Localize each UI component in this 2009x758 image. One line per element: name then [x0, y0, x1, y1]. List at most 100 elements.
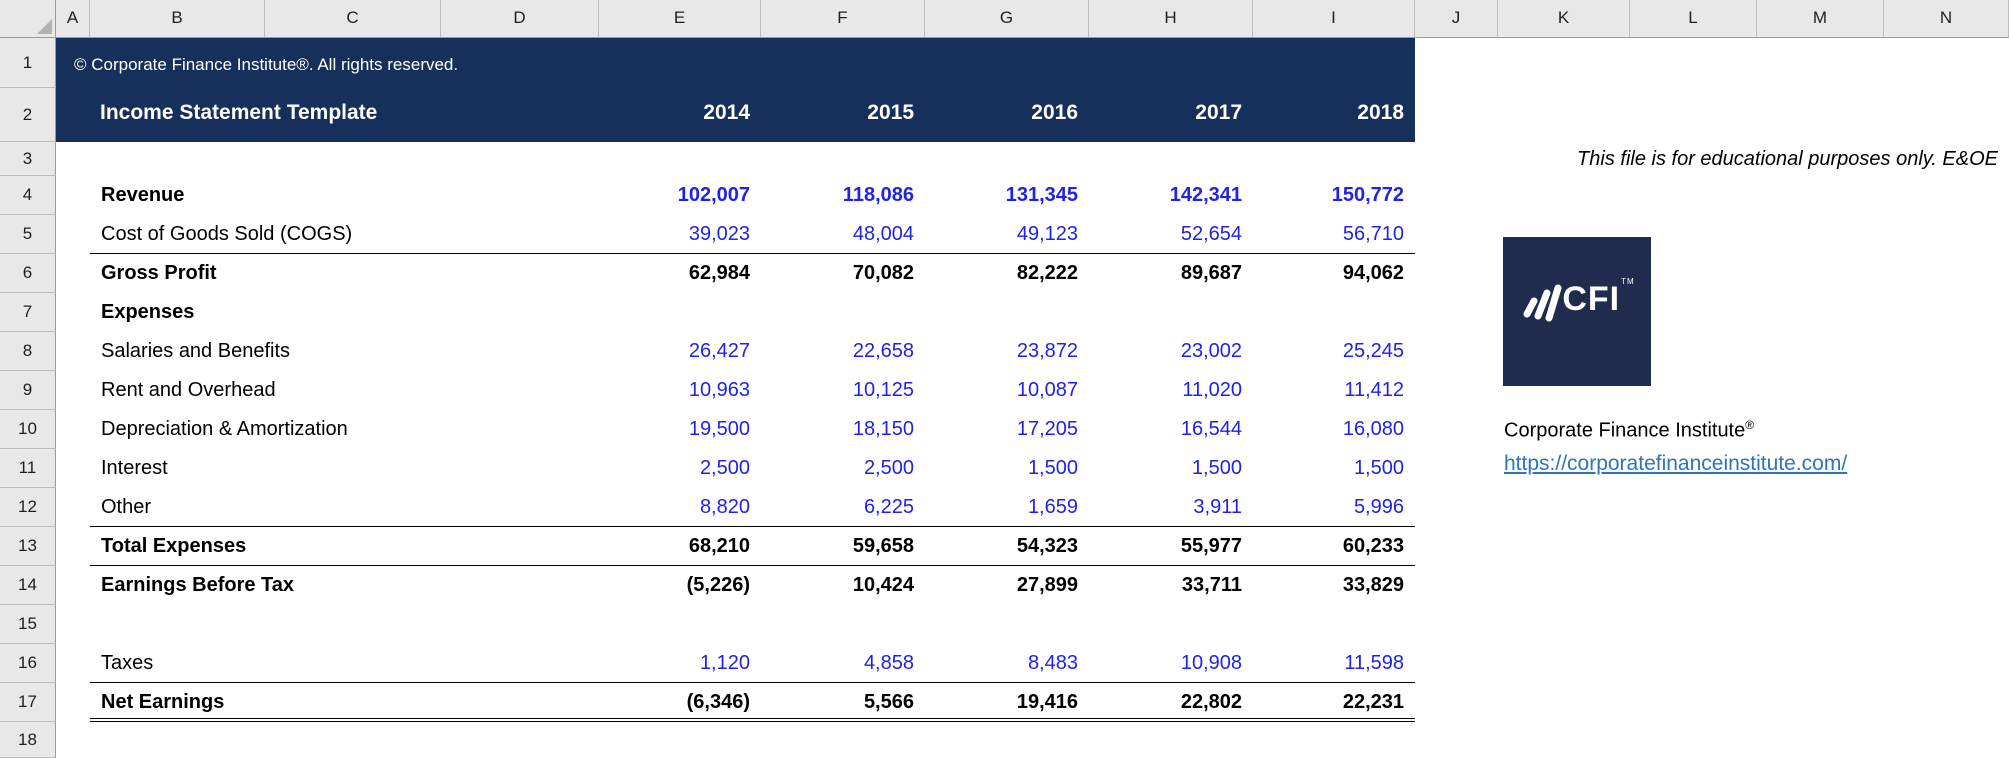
value-cell[interactable] — [925, 605, 1089, 644]
value-cell[interactable]: 8,820 — [699, 496, 750, 518]
row-header-7[interactable]: 7 — [0, 293, 56, 332]
value-cell[interactable]: 26,427 — [688, 340, 750, 362]
value-cell[interactable] — [761, 605, 925, 644]
row-label-cell[interactable]: Net Earnings — [101, 691, 225, 713]
value-cell[interactable]: 10,125 — [852, 379, 914, 401]
value-cell[interactable]: 6,225 — [863, 496, 914, 518]
row-label-cell[interactable]: Total Expenses — [101, 535, 247, 557]
cfi-link[interactable]: https://corporatefinanceinstitute.com/ — [1504, 452, 1848, 475]
value-cell[interactable]: 52,654 — [1180, 223, 1242, 245]
row-label-cell[interactable]: Taxes — [101, 652, 154, 674]
row-label-cell[interactable]: Interest — [101, 457, 168, 479]
row-header-3[interactable]: 3 — [0, 142, 56, 176]
value-cell[interactable]: 11,598 — [1344, 652, 1404, 674]
value-cell[interactable] — [1253, 605, 1415, 644]
row-header-13[interactable]: 13 — [0, 527, 56, 566]
value-cell[interactable]: 10,424 — [852, 574, 914, 596]
value-cell[interactable]: 16,544 — [1180, 418, 1242, 440]
value-cell[interactable]: 142,341 — [1169, 184, 1242, 206]
value-cell[interactable]: 2,500 — [863, 457, 914, 479]
column-header-M[interactable]: M — [1757, 0, 1884, 38]
row-header-8[interactable]: 8 — [0, 332, 56, 371]
value-cell[interactable] — [761, 293, 925, 332]
year-header-cell[interactable]: 2016 — [1031, 101, 1078, 124]
value-cell[interactable]: 89,687 — [1180, 262, 1242, 284]
column-header-I[interactable]: I — [1253, 0, 1415, 38]
row-header-16[interactable]: 16 — [0, 644, 56, 683]
row-label-cell[interactable]: Revenue — [101, 184, 185, 206]
row-header-2[interactable]: 2 — [0, 88, 56, 142]
value-cell[interactable]: 17,205 — [1016, 418, 1078, 440]
value-cell[interactable] — [1253, 293, 1415, 332]
column-header-B[interactable]: B — [90, 0, 265, 38]
row-label-cell[interactable]: Cost of Goods Sold (COGS) — [101, 223, 353, 245]
value-cell[interactable]: 10,087 — [1016, 379, 1078, 401]
row-label-cell[interactable]: Depreciation & Amortization — [101, 418, 348, 440]
value-cell[interactable]: 60,233 — [1342, 535, 1404, 557]
value-cell[interactable]: 48,004 — [852, 223, 914, 245]
value-cell[interactable]: 62,984 — [688, 262, 750, 284]
row-label-cell[interactable]: Rent and Overhead — [101, 379, 276, 401]
value-cell[interactable]: 11,412 — [1344, 379, 1404, 401]
column-header-D[interactable]: D — [441, 0, 599, 38]
value-cell[interactable]: 10,908 — [1180, 652, 1242, 674]
row-header-14[interactable]: 14 — [0, 566, 56, 605]
row-label-cell[interactable]: Salaries and Benefits — [101, 340, 291, 362]
value-cell[interactable]: 23,872 — [1016, 340, 1078, 362]
value-cell[interactable]: 55,977 — [1180, 535, 1242, 557]
value-cell[interactable]: 70,082 — [852, 262, 914, 284]
value-cell[interactable]: 82,222 — [1016, 262, 1078, 284]
column-header-F[interactable]: F — [761, 0, 925, 38]
row-header-12[interactable]: 12 — [0, 488, 56, 527]
row-label-cell[interactable]: Gross Profit — [101, 262, 217, 284]
column-header-K[interactable]: K — [1498, 0, 1630, 38]
value-cell[interactable]: 102,007 — [677, 184, 750, 206]
value-cell[interactable] — [599, 605, 761, 644]
row-header-9[interactable]: 9 — [0, 371, 56, 410]
value-cell[interactable]: 1,500 — [1191, 457, 1242, 479]
value-cell[interactable]: 150,772 — [1331, 184, 1404, 206]
value-cell[interactable]: 1,500 — [1027, 457, 1078, 479]
value-cell[interactable]: 59,658 — [852, 535, 914, 557]
row-label-cell[interactable] — [90, 605, 599, 644]
value-cell[interactable]: 11,020 — [1182, 379, 1242, 401]
value-cell[interactable]: 68,210 — [688, 535, 750, 557]
value-cell[interactable]: 5,996 — [1353, 496, 1404, 518]
value-cell[interactable]: 49,123 — [1016, 223, 1078, 245]
row-header-10[interactable]: 10 — [0, 410, 56, 449]
row-header-18[interactable]: 18 — [0, 722, 56, 758]
value-cell[interactable] — [1089, 293, 1253, 332]
row-header-4[interactable]: 4 — [0, 176, 56, 215]
value-cell[interactable]: 23,002 — [1180, 340, 1242, 362]
row-header-1[interactable]: 1 — [0, 38, 56, 88]
select-all-corner[interactable] — [0, 0, 56, 38]
row-header-5[interactable]: 5 — [0, 215, 56, 254]
value-cell[interactable]: 4,858 — [863, 652, 914, 674]
value-cell[interactable]: 18,150 — [852, 418, 914, 440]
value-cell[interactable]: 16,080 — [1342, 418, 1404, 440]
row-header-11[interactable]: 11 — [0, 449, 56, 488]
value-cell[interactable]: 54,323 — [1016, 535, 1078, 557]
value-cell[interactable]: (5,226) — [686, 574, 750, 596]
row-header-6[interactable]: 6 — [0, 254, 56, 293]
value-cell[interactable]: 22,658 — [852, 340, 914, 362]
row-header-15[interactable]: 15 — [0, 605, 56, 644]
value-cell[interactable] — [925, 293, 1089, 332]
value-cell[interactable]: 1,659 — [1027, 496, 1078, 518]
value-cell[interactable]: 131,345 — [1005, 184, 1078, 206]
value-cell[interactable]: 27,899 — [1016, 574, 1078, 596]
value-cell[interactable]: 19,500 — [688, 418, 750, 440]
value-cell[interactable]: 39,023 — [688, 223, 750, 245]
value-cell[interactable]: 5,566 — [863, 691, 914, 713]
value-cell[interactable]: 10,963 — [688, 379, 750, 401]
value-cell[interactable]: 1,120 — [699, 652, 750, 674]
value-cell[interactable]: 8,483 — [1027, 652, 1078, 674]
row-header-17[interactable]: 17 — [0, 683, 56, 722]
value-cell[interactable]: 33,711 — [1181, 574, 1242, 596]
row-label-cell[interactable]: Other — [101, 496, 152, 518]
value-cell[interactable]: 2,500 — [699, 457, 750, 479]
column-header-A[interactable]: A — [56, 0, 90, 38]
value-cell[interactable]: (6,346) — [686, 691, 750, 713]
value-cell[interactable]: 25,245 — [1342, 340, 1404, 362]
column-header-L[interactable]: L — [1630, 0, 1757, 38]
